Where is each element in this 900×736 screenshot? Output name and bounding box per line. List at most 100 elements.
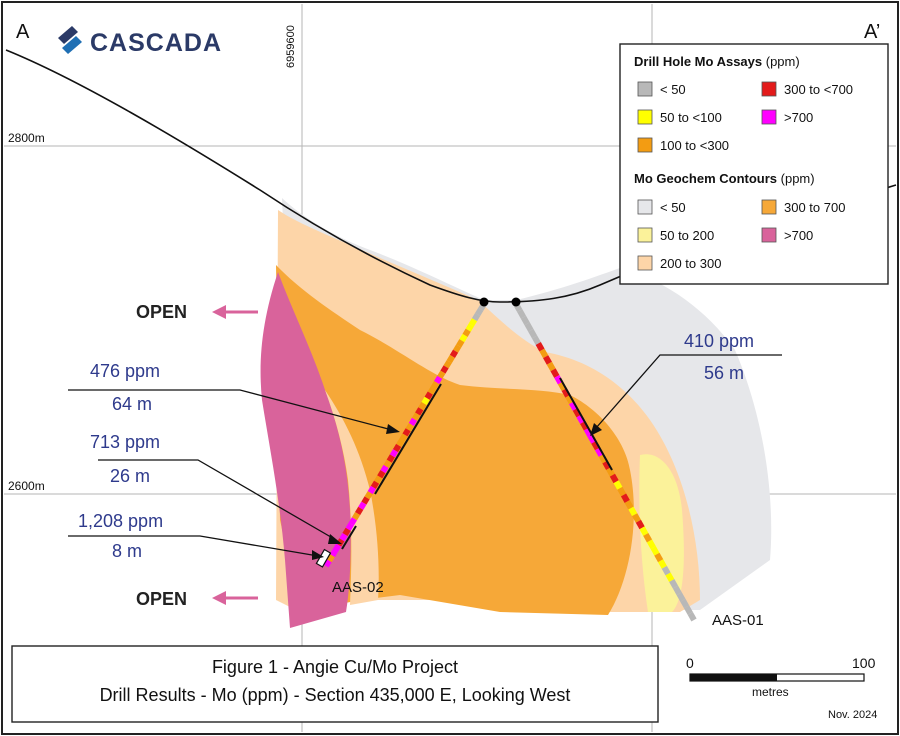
assay-interval xyxy=(355,506,364,516)
hole1-ppm: 410 ppm xyxy=(684,331,754,351)
assay-interval xyxy=(569,401,578,411)
open-arrow-bottom-head xyxy=(212,591,226,605)
assay-interval xyxy=(449,349,459,358)
assay-swatch-50-100 xyxy=(637,109,653,125)
open-label-bottom: OPEN xyxy=(136,589,187,609)
assay-interval xyxy=(669,579,679,589)
assay-interval xyxy=(591,440,601,451)
contour-label-200-300: 200 to 300 xyxy=(660,256,721,271)
assay-interval xyxy=(554,374,564,385)
section-label-a: A xyxy=(16,21,30,43)
assay-interval xyxy=(377,470,386,479)
assay-interval xyxy=(535,342,545,352)
assay-interval xyxy=(465,323,474,332)
assay-interval xyxy=(680,598,690,609)
leader-arrowheads xyxy=(312,423,602,560)
assay-interval xyxy=(594,447,604,457)
assay-interval xyxy=(415,407,424,416)
assay-interval xyxy=(339,533,348,542)
logo-text: CASCADA xyxy=(90,29,222,57)
assay-interval xyxy=(609,473,619,484)
assay-interval xyxy=(524,322,534,332)
assay-interval xyxy=(427,386,437,395)
contour-swatch-gt700 xyxy=(761,227,777,243)
assay-interval xyxy=(661,565,671,576)
assay-interval xyxy=(683,605,693,615)
hole2-b-length: 26 m xyxy=(110,466,150,486)
contour-label-gt700: >700 xyxy=(784,228,813,243)
drill-hole-aas-01 xyxy=(513,302,697,622)
contour-swatch-lt50 xyxy=(637,199,653,215)
assay-interval xyxy=(557,381,567,392)
assay-interval xyxy=(399,433,408,442)
legend: Drill Hole Mo Assays (ppm) < 50 50 to <1… xyxy=(619,43,889,285)
assay-interval xyxy=(517,309,527,319)
assay-interval xyxy=(452,344,462,353)
title-line-1: Figure 1 - Angie Cu/Mo Project xyxy=(212,657,458,677)
assay-interval xyxy=(687,611,697,622)
hole-name-aas-01: AAS-01 xyxy=(712,612,764,629)
interval-410 xyxy=(559,377,613,471)
scale-bar-segment xyxy=(690,674,777,681)
assay-interval xyxy=(380,464,389,474)
title-box xyxy=(11,645,659,723)
hole1-length: 56 m xyxy=(704,363,744,383)
elevation-2600: 2600m xyxy=(8,479,45,493)
contour-swatch-300-700 xyxy=(761,199,777,215)
assay-interval xyxy=(539,348,549,359)
arrowhead-713 xyxy=(328,534,342,544)
figure-title-block: Figure 1 - Angie Cu/Mo Project Drill Res… xyxy=(11,645,659,723)
contour-label-50-200: 50 to 200 xyxy=(660,228,714,243)
assay-interval xyxy=(550,368,560,378)
section-label-a-prime: A’ xyxy=(864,21,880,43)
assay-interval xyxy=(635,519,645,530)
assay-interval xyxy=(364,491,373,500)
assay-interval xyxy=(543,355,552,365)
hole2-b-ppm: 713 ppm xyxy=(90,432,160,452)
contour-label-lt50: < 50 xyxy=(660,200,686,215)
assay-interval xyxy=(326,553,335,563)
hole-name-aas-02: AAS-02 xyxy=(332,579,384,596)
assay-interval xyxy=(383,459,392,468)
assay-interval xyxy=(342,527,351,537)
scale-start-label: 0 xyxy=(686,655,694,671)
arrowhead-476 xyxy=(386,424,400,434)
assay-interval xyxy=(632,513,641,523)
assay-label-100-300: 100 to <300 xyxy=(660,138,729,153)
assay-interval xyxy=(421,396,430,406)
assay-interval xyxy=(443,360,452,369)
assay-interval xyxy=(665,572,675,582)
assay-interval xyxy=(528,328,538,339)
assay-interval xyxy=(336,538,345,547)
assay-interval xyxy=(389,449,399,458)
assay-interval xyxy=(405,422,414,432)
arrowhead-410 xyxy=(590,423,602,436)
assay-interval xyxy=(471,312,481,322)
assay-interval xyxy=(408,417,418,427)
assay-interval xyxy=(392,443,402,453)
title-line-2: Drill Results - Mo (ppm) - Section 435,0… xyxy=(100,685,571,705)
assay-interval xyxy=(434,375,443,385)
assay-interval xyxy=(617,486,627,497)
date-label: Nov. 2024 xyxy=(828,709,877,721)
scale-unit-label: metres xyxy=(752,685,789,699)
assay-interval xyxy=(620,493,630,503)
assay-interval xyxy=(658,559,667,569)
assay-interval xyxy=(520,315,530,326)
assay-interval xyxy=(650,546,660,556)
elevation-2800: 2800m xyxy=(8,131,45,145)
assay-interval xyxy=(430,381,440,390)
assay-interval xyxy=(329,548,339,558)
contour-swatch-200-300 xyxy=(637,255,653,271)
contour-gt700 xyxy=(260,272,351,628)
assay-interval xyxy=(602,460,612,471)
assay-interval xyxy=(676,592,686,602)
assay-label-300-700: 300 to <700 xyxy=(784,82,853,97)
assay-interval xyxy=(456,339,465,348)
assay-interval xyxy=(323,559,332,568)
geochem-contours xyxy=(260,198,772,628)
assay-interval xyxy=(583,427,593,438)
collar-aas-02 xyxy=(479,297,489,307)
drill-holes xyxy=(315,302,697,622)
